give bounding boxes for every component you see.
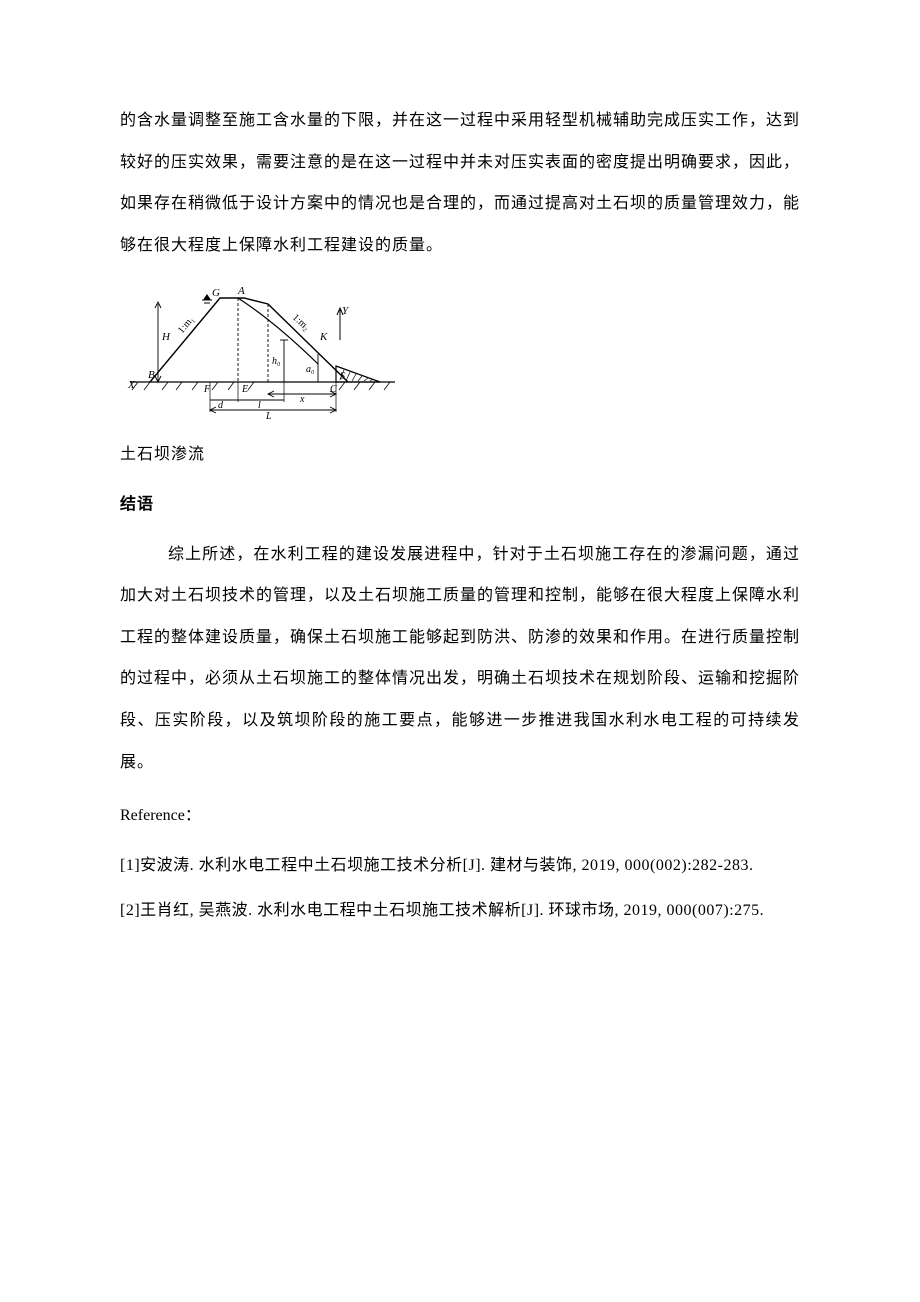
reference-item-1: [1]安波涛. 水利水电工程中土石坝施工技术分析[J]. 建材与装饰, 2019… [120,845,800,887]
dam-seepage-diagram: X B H G A 1:m₁ 1:m₂ Y K h₀ a₀ S F E C d … [120,282,410,422]
label-l: l [258,400,261,411]
label-m1: 1:m₁ [176,315,197,337]
conclusion-paragraph: 综上所述，在水利工程的建设发展进程中，针对于土石坝施工存在的渗漏问题，通过加大对… [120,534,800,784]
figure-container: X B H G A 1:m₁ 1:m₂ Y K h₀ a₀ S F E C d … [120,282,800,422]
label-S: S [340,371,345,382]
label-X: X [127,379,136,391]
label-H: H [161,331,171,343]
label-x: x [299,394,305,405]
label-d: d [218,400,224,411]
label-G: G [212,287,220,299]
label-B: B [148,369,155,381]
intro-paragraph: 的含水量调整至施工含水量的下限，并在这一过程中采用轻型机械辅助完成压实工作，达到… [120,100,800,266]
label-K: K [319,331,328,343]
label-L: L [265,411,272,422]
conclusion-heading: 结语 [120,484,800,526]
figure-caption: 土石坝渗流 [120,434,800,476]
reference-item-2: [2]王肖红, 吴燕波. 水利水电工程中土石坝施工技术解析[J]. 环球市场, … [120,890,800,932]
label-m2: 1:m₂ [290,312,312,333]
label-F: F [203,384,211,395]
label-A: A [237,285,245,297]
label-C: C [330,384,337,395]
label-E: E [241,384,248,395]
label-Y: Y [342,305,350,317]
label-h: h₀ [272,356,281,367]
references-heading: Reference： [120,795,800,837]
label-a: a₀ [306,364,315,375]
